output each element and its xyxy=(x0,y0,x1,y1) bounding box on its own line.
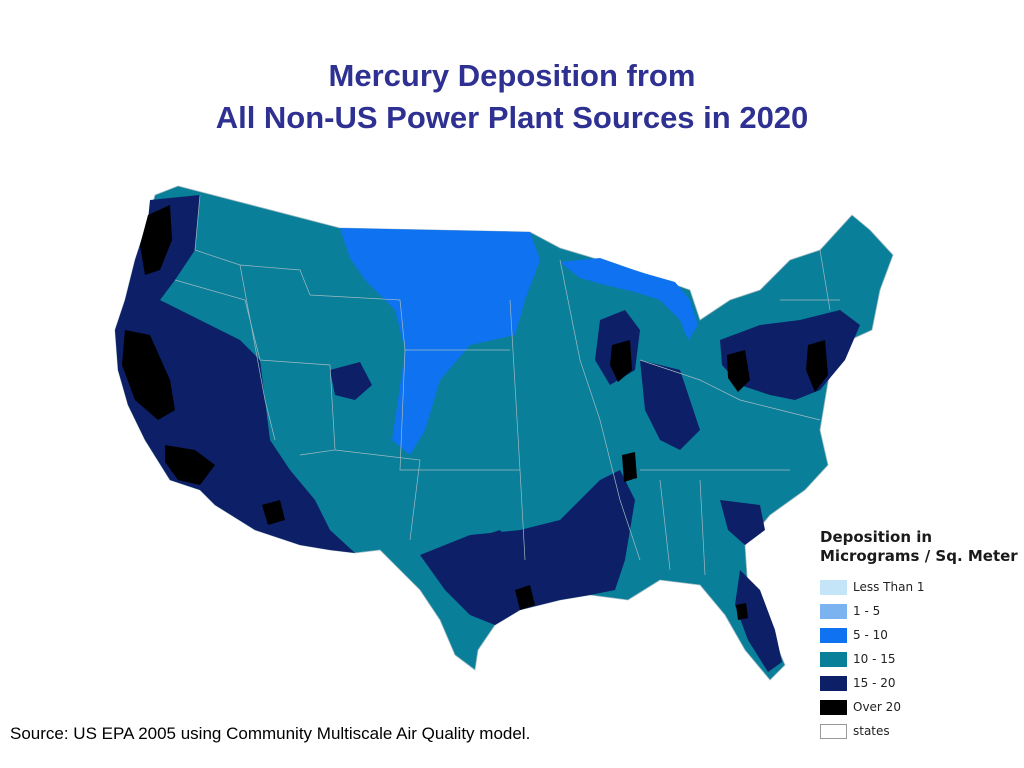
legend-swatch-1-5 xyxy=(820,603,847,619)
texas-15-20-region xyxy=(465,530,520,595)
legend-label: Less Than 1 xyxy=(853,580,925,594)
legend-swatch-states xyxy=(820,723,847,739)
legend-label: Over 20 xyxy=(853,700,901,714)
legend-title-line-1: Deposition in xyxy=(820,528,933,546)
florida-15-20-region xyxy=(735,570,782,672)
legend-label: 10 - 15 xyxy=(853,652,896,666)
state-boundaries xyxy=(174,194,840,576)
map-title-line-2: All Non-US Power Plant Sources in 2020 xyxy=(215,100,809,135)
socal-over-20-region xyxy=(165,445,215,485)
legend-item: Over 20 xyxy=(820,695,1020,719)
legend-label: 15 - 20 xyxy=(853,676,896,690)
arizona-over-20-region xyxy=(262,500,285,525)
ohio-over-20-region xyxy=(727,350,750,392)
legend-swatch-10-15 xyxy=(820,651,847,667)
source-note: Source: US EPA 2005 using Community Mult… xyxy=(10,724,531,743)
tampa-over-20-region xyxy=(736,603,748,620)
missouri-over-20-region xyxy=(622,452,637,482)
legend-swatch-over-20 xyxy=(820,699,847,715)
legend-item: states xyxy=(820,719,1020,743)
legend-label: states xyxy=(853,724,890,738)
legend-item: 15 - 20 xyxy=(820,671,1020,695)
map-title-line-1: Mercury Deposition from xyxy=(328,58,696,93)
ohio-valley-15-20-region xyxy=(640,360,700,450)
california-over-20-region xyxy=(122,330,175,420)
great-lakes-5-10-region xyxy=(560,258,698,340)
legend-item: 10 - 15 xyxy=(820,647,1020,671)
legend-label: 1 - 5 xyxy=(853,604,881,618)
map-title: Mercury Deposition from All Non-US Power… xyxy=(0,55,1024,139)
legend-title-line-2: Micrograms / Sq. Meter xyxy=(820,547,1018,565)
legend-title: Deposition in Micrograms / Sq. Meter xyxy=(820,528,1020,566)
southeast-15-20-region xyxy=(720,500,765,545)
illinois-over-20-region xyxy=(610,340,632,382)
map-legend: Deposition in Micrograms / Sq. Meter Les… xyxy=(820,528,1020,743)
legend-swatch-less-than-1 xyxy=(820,579,847,595)
legend-item: 1 - 5 xyxy=(820,599,1020,623)
legend-item: Less Than 1 xyxy=(820,575,1020,599)
legend-label: 5 - 10 xyxy=(853,628,888,642)
plains-5-10-region xyxy=(340,228,540,455)
ny-nj-over-20-region xyxy=(806,340,828,392)
legend-item: 5 - 10 xyxy=(820,623,1020,647)
washington-over-20-region xyxy=(140,205,172,275)
legend-swatch-15-20 xyxy=(820,675,847,691)
legend-swatch-5-10 xyxy=(820,627,847,643)
southcentral-15-20-region xyxy=(420,470,635,625)
colorado-15-20-region xyxy=(330,362,372,400)
texas-over-20-region xyxy=(515,585,535,610)
